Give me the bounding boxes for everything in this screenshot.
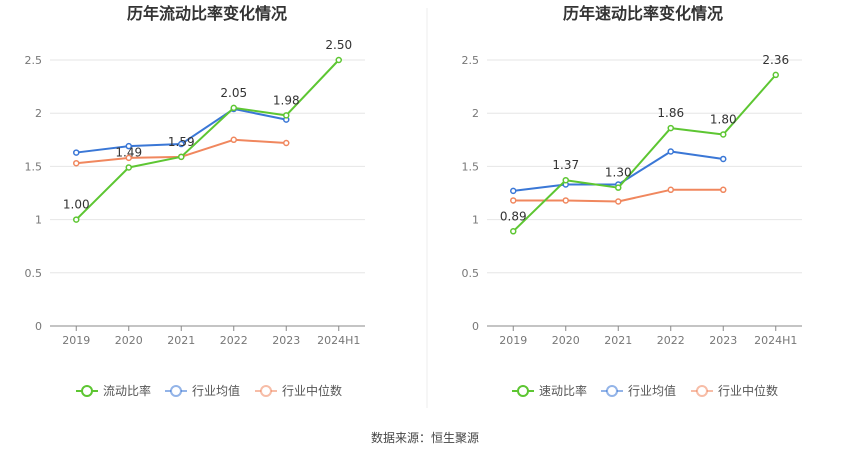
y-tick-label: 1.5 [25, 160, 43, 173]
legend-label: 行业中位数 [282, 383, 342, 398]
legend-label: 行业均值 [192, 383, 240, 398]
y-tick-label: 2 [35, 107, 42, 120]
data-point [230, 104, 237, 112]
data-point [615, 184, 622, 191]
data-point [510, 187, 517, 195]
source-label: 数据来源：恒生聚源 [371, 430, 479, 445]
data-label: 1.00 [63, 198, 90, 212]
x-tick-label: 2019 [62, 334, 90, 347]
data-point [178, 140, 185, 148]
series-line [75, 59, 340, 221]
data-point [667, 186, 674, 194]
data-point [510, 197, 517, 204]
y-tick-label: 1.5 [462, 160, 480, 173]
legend-label: 流动比率 [103, 383, 151, 398]
y-tick-label: 0 [472, 320, 479, 333]
y-tick-label: 0.5 [25, 267, 43, 280]
x-tick-label: 2022 [657, 334, 685, 347]
data-label: 1.59 [168, 135, 195, 149]
data-point [667, 148, 674, 155]
legend-marker-icon [606, 385, 618, 397]
data-point [283, 139, 290, 147]
data-point [125, 142, 132, 150]
data-point [335, 56, 342, 64]
x-tick-label: 2021 [167, 334, 195, 347]
data-point [125, 164, 132, 171]
data-point [667, 124, 674, 132]
y-tick-label: 1 [35, 214, 42, 227]
data-label: 1.49 [115, 145, 142, 159]
x-tick-label: 2023 [709, 334, 737, 347]
data-point [73, 159, 80, 167]
y-tick-label: 1 [472, 214, 479, 227]
legend-label: 速动比率 [539, 383, 587, 398]
data-label: 0.89 [500, 209, 527, 223]
x-tick-label: 2022 [220, 334, 248, 347]
data-label: 1.30 [605, 166, 632, 180]
data-point [615, 198, 622, 205]
data-label: 1.37 [552, 158, 579, 172]
legend-label: 行业均值 [628, 383, 676, 398]
chart-title: 历年速动比率变化情况 [563, 4, 723, 23]
legend-marker-icon [517, 385, 529, 397]
data-point [720, 186, 727, 194]
data-point [230, 136, 237, 144]
data-label: 2.05 [220, 86, 247, 100]
data-point [720, 131, 727, 138]
chart-title: 历年流动比率变化情况 [127, 4, 287, 23]
x-tick-label: 2020 [552, 334, 580, 347]
data-point [562, 176, 569, 184]
data-point [283, 112, 290, 119]
data-label: 1.98 [273, 93, 300, 107]
legend-label: 行业中位数 [718, 383, 778, 398]
x-tick-label: 2019 [499, 334, 527, 347]
x-tick-label: 2024H1 [754, 334, 797, 347]
series-line [512, 74, 777, 233]
legend-marker-icon [696, 385, 708, 397]
data-point [720, 155, 727, 163]
y-tick-label: 0 [35, 320, 42, 333]
data-point [772, 71, 779, 79]
data-label: 1.80 [710, 112, 737, 126]
data-point [125, 154, 132, 162]
data-point [73, 216, 80, 223]
x-tick-label: 2021 [604, 334, 632, 347]
x-tick-label: 2020 [115, 334, 143, 347]
y-tick-label: 0.5 [462, 267, 480, 280]
data-point [510, 228, 517, 235]
x-tick-label: 2024H1 [317, 334, 360, 347]
current-ratio-chart: 历年流动比率变化情况 0 0.5 1 1.5 2 2.5 2019 2020 2021 2022 20… [25, 4, 365, 398]
data-point [562, 197, 569, 204]
legend-marker-icon [170, 385, 182, 397]
data-point [73, 149, 80, 156]
data-point [178, 153, 185, 161]
y-tick-label: 2.5 [462, 54, 480, 67]
x-tick-label: 2023 [272, 334, 300, 347]
legend-marker-icon [81, 385, 93, 397]
quick-ratio-chart: 历年速动比率变化情况 0 0.5 1 1.5 2 2.5 2019 2020 2021 2022 20… [462, 4, 802, 398]
data-label: 1.86 [657, 106, 684, 120]
data-label: 2.50 [325, 38, 352, 52]
y-tick-label: 2.5 [25, 54, 43, 67]
y-tick-label: 2 [472, 107, 479, 120]
data-label: 2.36 [762, 53, 789, 67]
legend-marker-icon [260, 385, 272, 397]
